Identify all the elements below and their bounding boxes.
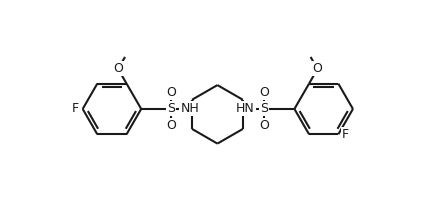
Text: O: O — [259, 86, 269, 98]
Text: O: O — [259, 119, 269, 132]
Text: F: F — [72, 103, 79, 115]
Text: S: S — [167, 103, 175, 115]
Text: F: F — [342, 128, 349, 141]
Text: S: S — [261, 103, 269, 115]
Text: O: O — [113, 62, 123, 75]
Text: O: O — [313, 62, 323, 75]
Text: O: O — [166, 86, 176, 98]
Text: O: O — [166, 119, 176, 132]
Text: HN: HN — [236, 103, 255, 115]
Text: NH: NH — [180, 103, 199, 115]
